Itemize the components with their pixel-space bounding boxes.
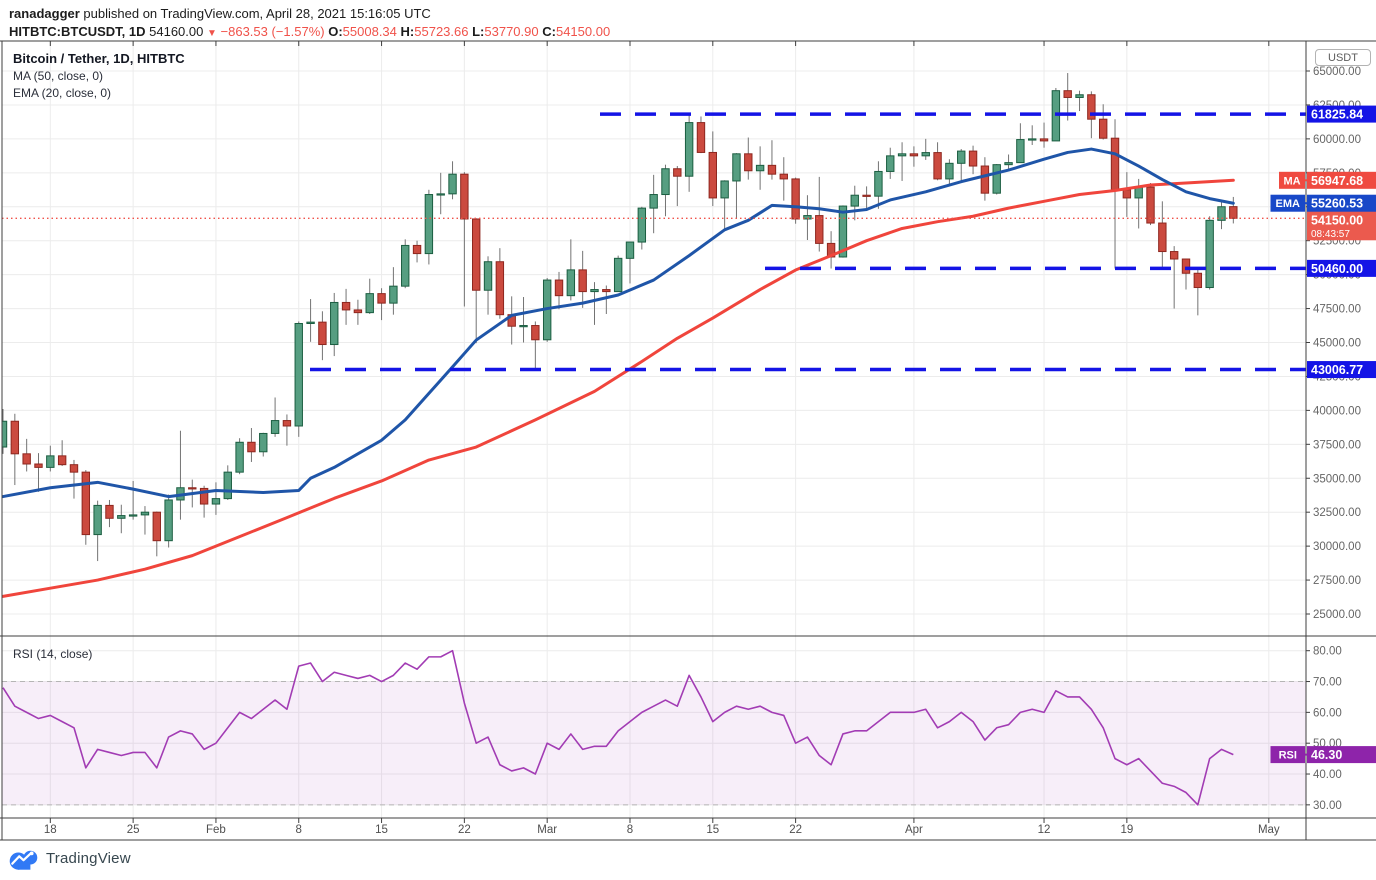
svg-text:80.00: 80.00 xyxy=(1313,646,1342,658)
price-pane-legend: Bitcoin / Tether, 1D, HITBTC MA (50, clo… xyxy=(13,50,185,102)
rsi-line xyxy=(2,649,1234,806)
svg-text:Apr: Apr xyxy=(905,824,923,836)
svg-text:43006.77: 43006.77 xyxy=(1311,363,1363,377)
publish-line: ranadagger published on TradingView.com,… xyxy=(9,5,610,22)
symbol-name: HITBTC:BTCUSDT, 1D xyxy=(9,24,146,39)
svg-text:56947.68: 56947.68 xyxy=(1311,174,1363,188)
price-axis[interactable]: 65000.0062500.0060000.0057500.0055000.00… xyxy=(1313,66,1361,621)
svg-text:40.00: 40.00 xyxy=(1313,769,1342,781)
svg-text:30000.00: 30000.00 xyxy=(1313,541,1361,553)
svg-text:Feb: Feb xyxy=(206,824,226,836)
svg-text:61825.84: 61825.84 xyxy=(1311,108,1363,122)
svg-text:Mar: Mar xyxy=(537,824,557,836)
svg-text:25000.00: 25000.00 xyxy=(1313,609,1361,621)
svg-text:RSI: RSI xyxy=(1279,750,1297,762)
level-badge-43006.77: 43006.77 xyxy=(1307,361,1376,379)
support-resistance-levels xyxy=(310,112,1306,372)
ma50-line xyxy=(2,178,1235,598)
axis-currency-button[interactable]: USDT xyxy=(1315,49,1371,66)
svg-text:8: 8 xyxy=(627,824,633,836)
low-label: L: xyxy=(472,24,485,39)
ema20-line xyxy=(2,147,1235,499)
svg-text:08:43:57: 08:43:57 xyxy=(1311,229,1350,240)
svg-text:32500.00: 32500.00 xyxy=(1313,507,1361,519)
svg-text:54150.00: 54150.00 xyxy=(1311,213,1363,227)
svg-text:22: 22 xyxy=(789,824,802,836)
svg-text:22: 22 xyxy=(458,824,471,836)
svg-text:50460.00: 50460.00 xyxy=(1311,262,1363,276)
candles-series xyxy=(2,73,1238,562)
author-name: ranadagger xyxy=(9,6,80,21)
open-label: O: xyxy=(328,24,343,39)
svg-text:60.00: 60.00 xyxy=(1313,707,1342,719)
svg-text:19: 19 xyxy=(1120,824,1133,836)
rsi-band xyxy=(2,681,1306,806)
symbol-ohlc-line: HITBTC:BTCUSDT, 1D 54160.00 ▼ −863.53 (−… xyxy=(9,23,610,42)
svg-text:18: 18 xyxy=(44,824,57,836)
high-value: 55723.66 xyxy=(414,24,469,39)
svg-text:46.30: 46.30 xyxy=(1311,748,1342,762)
svg-text:40000.00: 40000.00 xyxy=(1313,405,1361,417)
tradingview-logo-text: TradingView xyxy=(46,850,131,867)
ma-value-badge: 56947.68 xyxy=(1307,171,1376,189)
legend-ema: EMA (20, close, 0) xyxy=(13,86,112,100)
time-axis[interactable]: 18 25 Feb 8 15 22 Mar 8 15 22 Apr 12 19 May xyxy=(44,824,1280,836)
last-price-badge: 54150.00 08:43:57 xyxy=(1307,211,1376,241)
high-label: H: xyxy=(400,24,415,39)
publish-info: published on TradingView.com, April 28, … xyxy=(79,6,431,21)
svg-text:EMA: EMA xyxy=(1276,198,1301,210)
legend-ma: MA (50, close, 0) xyxy=(13,69,104,83)
publish-header: ranadagger published on TradingView.com,… xyxy=(9,5,610,42)
svg-text:25: 25 xyxy=(127,824,140,836)
ema-plot-label: EMA xyxy=(1270,194,1311,212)
grid-lines xyxy=(2,41,1306,818)
down-arrow-icon: ▼ xyxy=(206,28,217,39)
change-text: −863.53 (−1.57%) xyxy=(220,24,325,39)
rsi-plot-label: RSI xyxy=(1270,746,1311,764)
open-value: 55008.34 xyxy=(342,24,397,39)
svg-text:37500.00: 37500.00 xyxy=(1313,439,1361,451)
level-badge-50460.00: 50460.00 xyxy=(1307,259,1376,277)
svg-text:47500.00: 47500.00 xyxy=(1313,304,1361,316)
close-label: C: xyxy=(542,24,556,39)
tradingview-logo-icon xyxy=(9,850,38,870)
svg-text:65000.00: 65000.00 xyxy=(1313,66,1361,78)
rsi-value-badge: 46.30 xyxy=(1307,746,1376,764)
svg-text:May: May xyxy=(1258,824,1280,836)
ema-value-badge: 55260.53 xyxy=(1307,194,1376,212)
svg-text:55260.53: 55260.53 xyxy=(1311,197,1363,211)
svg-text:27500.00: 27500.00 xyxy=(1313,575,1361,587)
pane-borders xyxy=(0,40,1376,841)
svg-text:15: 15 xyxy=(375,824,388,836)
close-value: 54150.00 xyxy=(555,24,611,39)
legend-symbol-title: Bitcoin / Tether, 1D, HITBTC xyxy=(13,51,185,66)
low-value: 53770.90 xyxy=(484,24,539,39)
level-badge-61825.84: 61825.84 xyxy=(1307,105,1376,123)
svg-text:70.00: 70.00 xyxy=(1313,677,1342,689)
ma-plot-label: MA xyxy=(1279,171,1311,189)
svg-text:12: 12 xyxy=(1038,824,1051,836)
tradingview-brand[interactable]: TradingView xyxy=(8,846,131,871)
svg-text:35000.00: 35000.00 xyxy=(1313,473,1361,485)
svg-text:45000.00: 45000.00 xyxy=(1313,338,1361,350)
svg-text:60000.00: 60000.00 xyxy=(1313,134,1361,146)
rsi-pane-legend: RSI (14, close) xyxy=(13,647,93,661)
svg-text:30.00: 30.00 xyxy=(1313,800,1342,812)
last-price-text: 54160.00 xyxy=(149,24,204,39)
axis-tick-marks xyxy=(49,41,1310,823)
svg-text:15: 15 xyxy=(706,824,719,836)
svg-text:MA: MA xyxy=(1283,175,1300,187)
svg-text:8: 8 xyxy=(296,824,302,836)
